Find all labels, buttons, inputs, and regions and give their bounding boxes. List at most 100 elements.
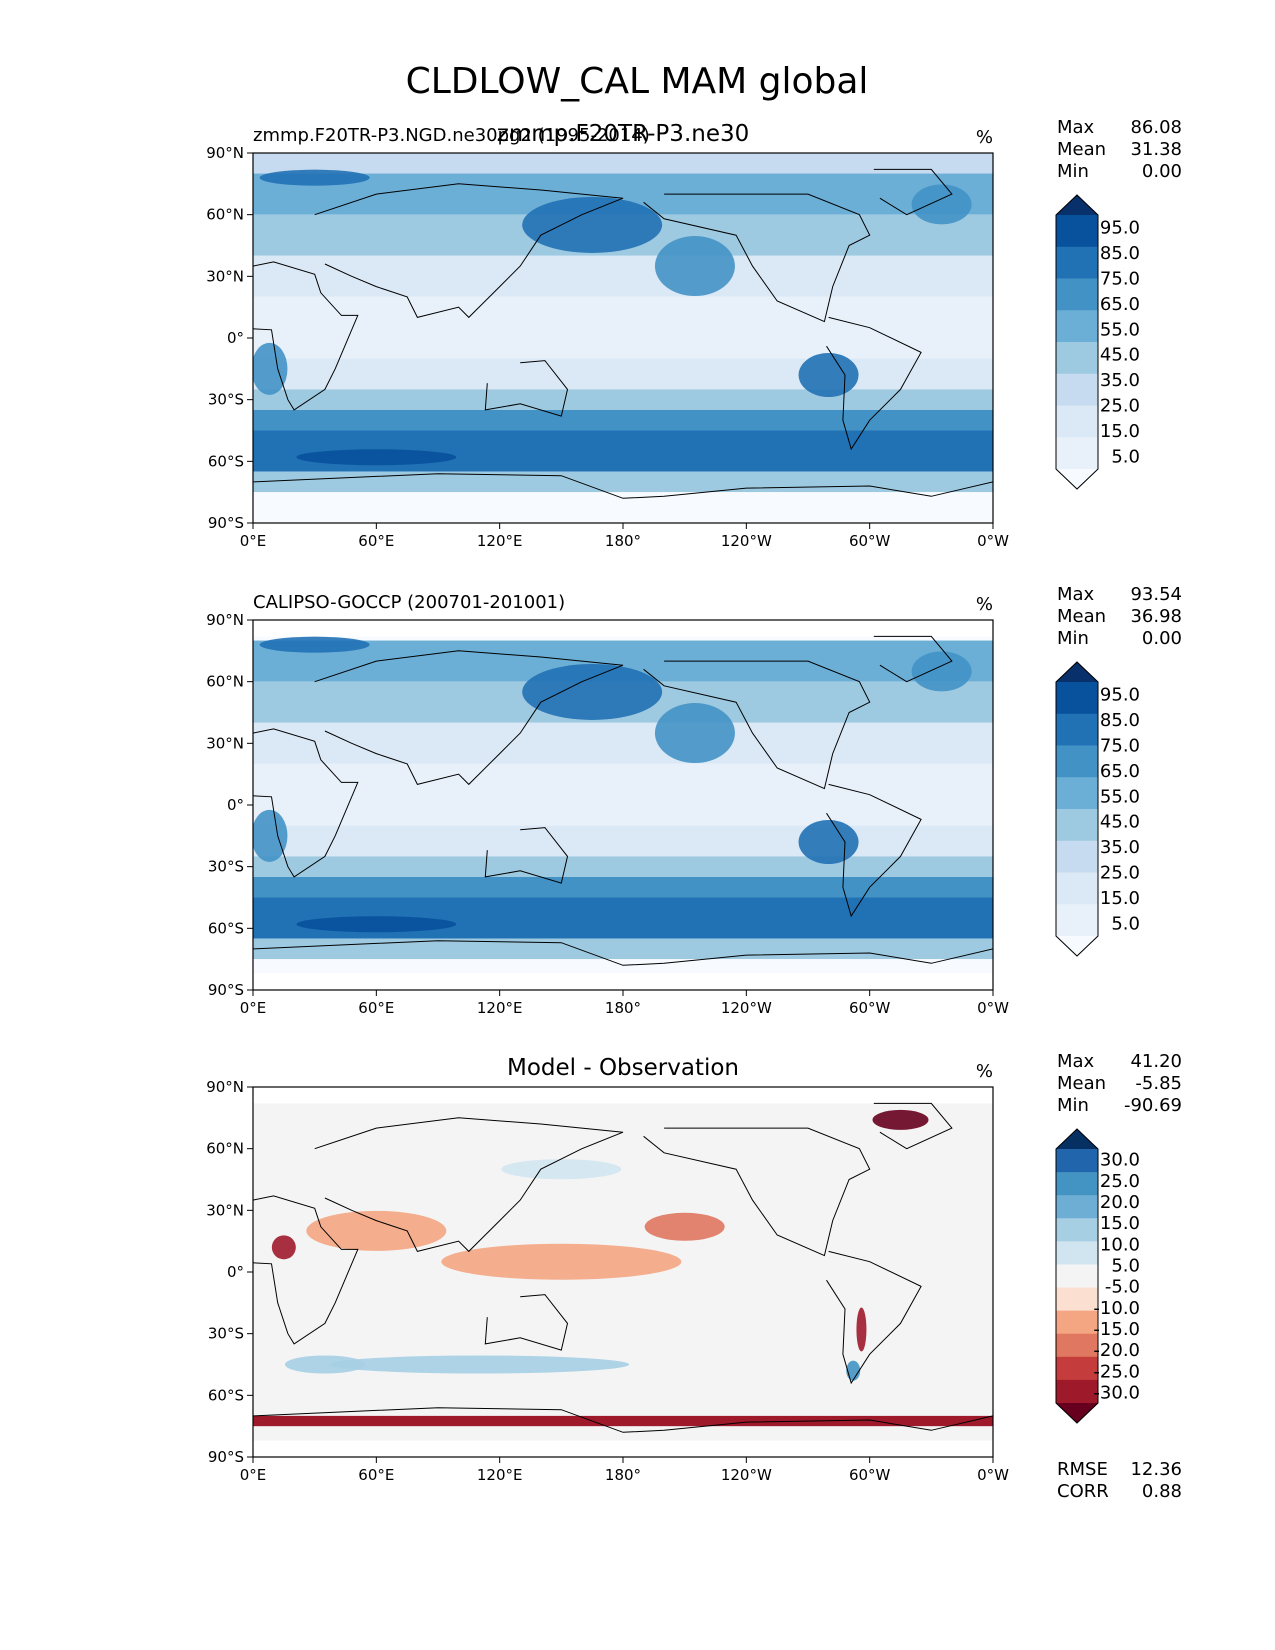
y-tick-label: 60°S — [208, 919, 244, 937]
colorbar: 95.0 85.0 75.0 65.0 55.0 45.0 35.0 25.0 15.0 5.0 — [1055, 194, 1140, 490]
x-tick-label: 0°W — [977, 999, 1009, 1017]
stat-label-corr: CORR — [1057, 1481, 1109, 1502]
stat-label-min: Min — [1057, 161, 1089, 182]
stat-value-max: 86.08 — [1130, 117, 1182, 138]
colorbar-label: -30.0 — [1093, 1382, 1140, 1403]
colorbar-outline — [1055, 194, 1099, 490]
coastline-6 — [873, 635, 953, 683]
x-tick-label: 60°W — [849, 999, 891, 1017]
coastline-1 — [253, 261, 359, 411]
stat-label-mean: Mean — [1057, 139, 1106, 160]
colorbar-label: 20.0 — [1100, 1192, 1140, 1213]
southern-positive — [284, 1355, 365, 1374]
stat-value-mean: 36.98 — [1130, 606, 1182, 627]
colorbar-segment — [1056, 1241, 1098, 1265]
coastline-7 — [253, 940, 993, 966]
colorbar-label: 55.0 — [1100, 319, 1140, 340]
coastline-2 — [314, 650, 624, 786]
andes-negative — [856, 1307, 867, 1352]
field-band — [253, 722, 993, 764]
arctic-cloud — [259, 169, 370, 186]
field-band — [253, 856, 993, 877]
stat-value-min: -90.69 — [1124, 1095, 1182, 1116]
colorbar-label: 95.0 — [1100, 218, 1140, 239]
colorbar-label: 25.0 — [1100, 396, 1140, 417]
y-tick-label: 0° — [227, 1263, 244, 1281]
field-band — [253, 825, 993, 857]
panel-title-left: CALIPSO-GOCCP (200701-201001) — [253, 592, 565, 613]
panel-title-left: zmmp.F20TR-P3.NGD.ne30pg2 (1995-2014) — [253, 125, 650, 146]
colorbar-segment — [1056, 215, 1098, 248]
coastline-1 — [253, 1195, 359, 1345]
map-panel-1: 0°E 60°E 120°E 180° 120°W 60°W 0°W 90°N 60°N 30°N… — [206, 117, 1182, 550]
coastline-7 — [253, 473, 993, 499]
panel-units: % — [976, 1061, 993, 1082]
colorbar-segment — [1056, 809, 1098, 842]
colorbar-segment — [1056, 682, 1098, 715]
field-band — [253, 296, 993, 359]
southern-ocean-cloud — [296, 449, 457, 466]
colorbar-segment — [1056, 1264, 1098, 1289]
missing-data-south — [253, 973, 993, 990]
x-tick-label: 60°W — [849, 1466, 891, 1484]
colorbar-segment — [1056, 437, 1098, 470]
coastline-3 — [484, 360, 569, 417]
colorbar-segment — [1056, 1379, 1098, 1404]
colorbar-segment — [1056, 1287, 1098, 1312]
map-panel-3: 0°E 60°E 120°E 180° 120°W 60°W 0°W 90°N 60°N 30°N… — [206, 1051, 1182, 1502]
colorbar-segment — [1056, 405, 1098, 438]
y-tick-label: 90°N — [206, 611, 244, 629]
y-tick-label: 60°N — [206, 206, 244, 224]
colorbar-label: 35.0 — [1100, 370, 1140, 391]
colorbar-label: -10.0 — [1093, 1298, 1140, 1319]
stat-value-rmse: 12.36 — [1130, 1459, 1182, 1480]
coastline-4 — [643, 660, 871, 790]
colorbar-label: -25.0 — [1093, 1361, 1140, 1382]
colorbar-label: -20.0 — [1093, 1340, 1140, 1361]
tropic-negative — [441, 1243, 682, 1280]
map-panel-2: 0°E 60°E 120°E 180° 120°W 60°W 0°W 90°N 60°N 30°N… — [206, 584, 1182, 1017]
colorbar-extend-bottom — [1056, 1403, 1098, 1423]
panel-title-center: zmmp.F20TR-P3.ne30 — [497, 121, 750, 147]
coastline-2 — [314, 1117, 624, 1253]
coastline-4 — [643, 1127, 871, 1257]
coastline-7 — [253, 1407, 993, 1433]
nw-pacific-cloud — [522, 196, 663, 253]
southern-ocean-cloud — [296, 916, 457, 933]
y-tick-label: 30°N — [206, 1201, 244, 1219]
colorbar-label: 85.0 — [1100, 243, 1140, 264]
y-tick-label: 90°N — [206, 144, 244, 162]
map-field — [253, 153, 993, 523]
map-field — [253, 620, 993, 990]
colorbar-extend-top — [1056, 195, 1098, 215]
coastline-6 — [873, 168, 953, 216]
arctic-cloud — [259, 636, 370, 653]
y-tick-label: 60°N — [206, 673, 244, 691]
colorbar-segment — [1056, 1310, 1098, 1335]
colorbar-label: 65.0 — [1100, 761, 1140, 782]
field-band — [253, 763, 993, 826]
colorbar-label: 5.0 — [1111, 446, 1140, 467]
coastline-3 — [484, 1294, 569, 1351]
colorbar-segment — [1056, 342, 1098, 375]
coastline-2 — [314, 183, 624, 319]
colorbar-label: 45.0 — [1100, 345, 1140, 366]
ne-pacific-cloud — [654, 236, 735, 297]
colorbar-extend-bottom — [1056, 469, 1098, 489]
stat-value-mean: 31.38 — [1130, 139, 1182, 160]
north-pacific-positive — [501, 1159, 622, 1180]
x-tick-label: 60°E — [358, 1466, 394, 1484]
stat-value-corr: 0.88 — [1142, 1481, 1182, 1502]
colorbar-extend-bottom — [1056, 936, 1098, 956]
y-tick-label: 90°N — [206, 1078, 244, 1096]
colorbar-label: 15.0 — [1100, 421, 1140, 442]
field-band — [253, 255, 993, 297]
colorbar-label: 95.0 — [1100, 685, 1140, 706]
colorbar-segment — [1056, 1333, 1098, 1358]
ne-pacific-negative — [644, 1212, 725, 1241]
colorbar-label: 10.0 — [1100, 1234, 1140, 1255]
ne-pacific-cloud — [654, 703, 735, 764]
colorbar-label: 25.0 — [1100, 863, 1140, 884]
y-tick-label: 90°S — [208, 514, 244, 532]
stat-value-max: 41.20 — [1130, 1051, 1182, 1072]
